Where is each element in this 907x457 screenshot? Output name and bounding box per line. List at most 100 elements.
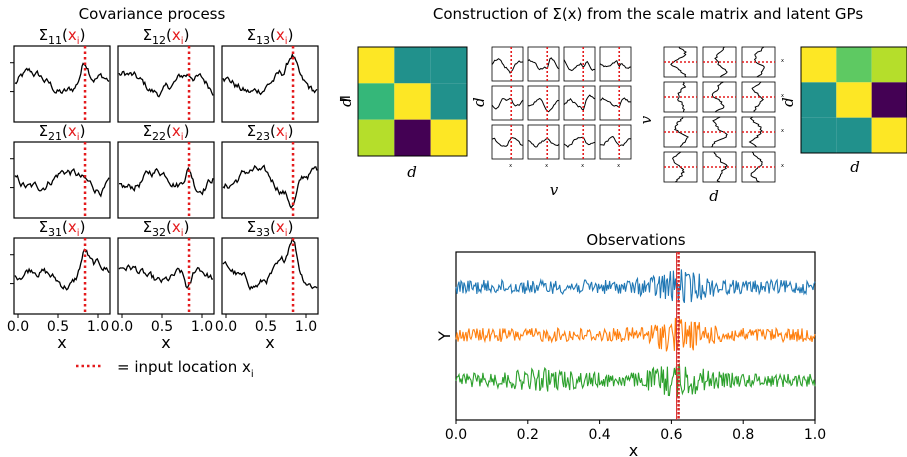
- x-tick-label: 0.6: [660, 427, 682, 443]
- subplot-title-21: Σ21(xi): [39, 122, 86, 143]
- subplot-frame: [221, 237, 319, 315]
- scale-matrix-heatmap: [357, 46, 468, 157]
- legend: = input location xi: [76, 358, 254, 380]
- gp-curve: [599, 97, 632, 108]
- legend-text: = input location xi: [117, 358, 254, 380]
- latent-gp-cell: x: [491, 124, 524, 169]
- right-heatmap-xlabel: d: [850, 158, 860, 176]
- subplot-title-12: Σ12(xi): [143, 26, 190, 47]
- transposed-gp-cell: [702, 46, 737, 78]
- tiny-x-label: x: [617, 163, 620, 169]
- observation-series-3: [455, 363, 816, 398]
- heatmap-cell: [836, 117, 872, 153]
- x-axis-label: x: [265, 333, 274, 352]
- x-tick-label: 0.2: [517, 427, 539, 443]
- heatmap-cell: [430, 47, 467, 84]
- transposed-gp-cell: [663, 116, 698, 148]
- x-tick-label: 0.8: [732, 427, 754, 443]
- latent-gp-cell: [491, 85, 524, 121]
- gp-curve: [677, 81, 687, 113]
- heatmap-cell: [358, 83, 395, 120]
- observations-title: Observations: [586, 231, 685, 249]
- subplot-title-13: Σ13(xi): [247, 26, 294, 47]
- transposed-gp-cell: [663, 151, 698, 183]
- cell-frame: [563, 124, 596, 160]
- subplot-title-31: Σ31(xi): [39, 218, 86, 239]
- cell-frame: [563, 46, 596, 82]
- covariance-subplot-grid: Σ11(xi) Σ12(xi) Σ13(xi) Σ21(xi) Σ22(xi) Σ23(x…: [10, 26, 319, 315]
- subplot-frame: [13, 45, 111, 123]
- latent-gp-cell: [491, 46, 524, 82]
- cell-frame: [527, 46, 560, 82]
- construction-title: Construction of Σ(x) from the scale matr…: [433, 5, 863, 23]
- subplot-frame: [221, 45, 319, 123]
- transposed-grid-xlabel: d: [709, 187, 719, 205]
- heatmap-cell: [836, 47, 872, 83]
- cell-frame: [599, 85, 632, 121]
- tiny-x-label: x: [581, 163, 584, 169]
- covariance-curve: [222, 164, 318, 209]
- covariance-curve: [14, 167, 110, 198]
- covariance-curve: [14, 62, 110, 95]
- gp-curve: [491, 58, 524, 74]
- transposed-gp-cell: [702, 81, 737, 113]
- subplot-title-23: Σ23(xi): [247, 122, 294, 143]
- covariance-curve: [118, 264, 214, 289]
- subplot-title-33: Σ33(xi): [247, 218, 294, 239]
- latent-gp-cell: [599, 46, 632, 82]
- gp-curve: [673, 116, 689, 148]
- transposed-gp-cell: x: [741, 46, 784, 78]
- tiny-x-label: x: [545, 163, 548, 169]
- covariance-subplot-23: Σ23(xi): [221, 122, 319, 219]
- x-tick-label: 0.0: [7, 319, 29, 335]
- covariance-subplot-12: Σ12(xi): [117, 26, 215, 123]
- cell-frame: [563, 85, 596, 121]
- subplot-frame: [117, 45, 215, 123]
- right-heatmap-ylabel: d: [779, 97, 797, 107]
- x-tick-label: 1.0: [295, 319, 317, 335]
- heatmap-cell: [801, 47, 837, 83]
- x-axis-label: x: [161, 333, 170, 352]
- heatmap-frame: [800, 46, 907, 154]
- x-tick-label: 0.4: [588, 427, 610, 443]
- tiny-x-label: x: [509, 163, 512, 169]
- subplot-title-11: Σ11(xi): [39, 26, 86, 47]
- gp-grid-ylabel: d: [470, 97, 488, 107]
- covariance-subplot-21: Σ21(xi): [10, 122, 111, 219]
- latent-gp-cell: x: [527, 124, 560, 169]
- gp-curve: [563, 59, 596, 72]
- left-heatmap-ylabel: d: [337, 97, 355, 107]
- covariance-curve: [222, 52, 318, 96]
- heatmap-cell: [394, 119, 431, 156]
- heatmap-cell: [394, 47, 431, 84]
- heatmap-frame: [357, 46, 468, 157]
- x-tick-label: 0.0: [111, 319, 133, 335]
- transposed-gp-cell: [702, 151, 737, 183]
- subplot-frame: [13, 237, 111, 315]
- subplot-frame: [117, 141, 215, 219]
- observation-series-1: [455, 269, 816, 304]
- heatmap-cell: [801, 82, 837, 118]
- subplot-title-22: Σ22(xi): [143, 122, 190, 143]
- heatmap-cell: [358, 119, 395, 156]
- x-tick-label: 0.0: [215, 319, 237, 335]
- gp-curve: [491, 136, 524, 147]
- cell-frame: [527, 124, 560, 160]
- heatmap-cell: [394, 83, 431, 120]
- cell-frame: [599, 46, 632, 82]
- transposed-gp-cell: x: [741, 116, 784, 148]
- covariance-subplot-11: Σ11(xi): [10, 26, 111, 123]
- latent-gp-cell: [599, 85, 632, 121]
- covariance-subplot-33: Σ33(xi): [221, 218, 319, 315]
- x-tick-label: 1.0: [191, 319, 213, 335]
- latent-gp-cell: [563, 85, 596, 121]
- latent-gp-cell: [527, 46, 560, 82]
- heatmap-cell: [801, 117, 837, 153]
- heatmap-cell: [358, 47, 395, 84]
- heatmap-cell: [430, 119, 467, 156]
- covariance-process-title: Covariance process: [79, 5, 226, 23]
- observations-plot: 0.0 0.2 0.4 0.6 0.8 1.0 x Y: [435, 251, 826, 457]
- subplot-frame: [13, 141, 111, 219]
- heatmap-cell: [871, 82, 907, 118]
